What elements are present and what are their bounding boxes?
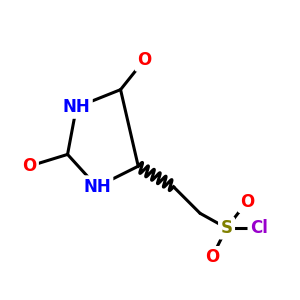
Text: NH: NH (62, 98, 90, 116)
Text: O: O (240, 193, 254, 211)
Text: NH: NH (83, 178, 111, 196)
Text: S: S (220, 219, 232, 237)
Text: O: O (137, 51, 151, 69)
Text: O: O (22, 157, 36, 175)
Text: Cl: Cl (250, 219, 268, 237)
Text: O: O (205, 248, 219, 266)
